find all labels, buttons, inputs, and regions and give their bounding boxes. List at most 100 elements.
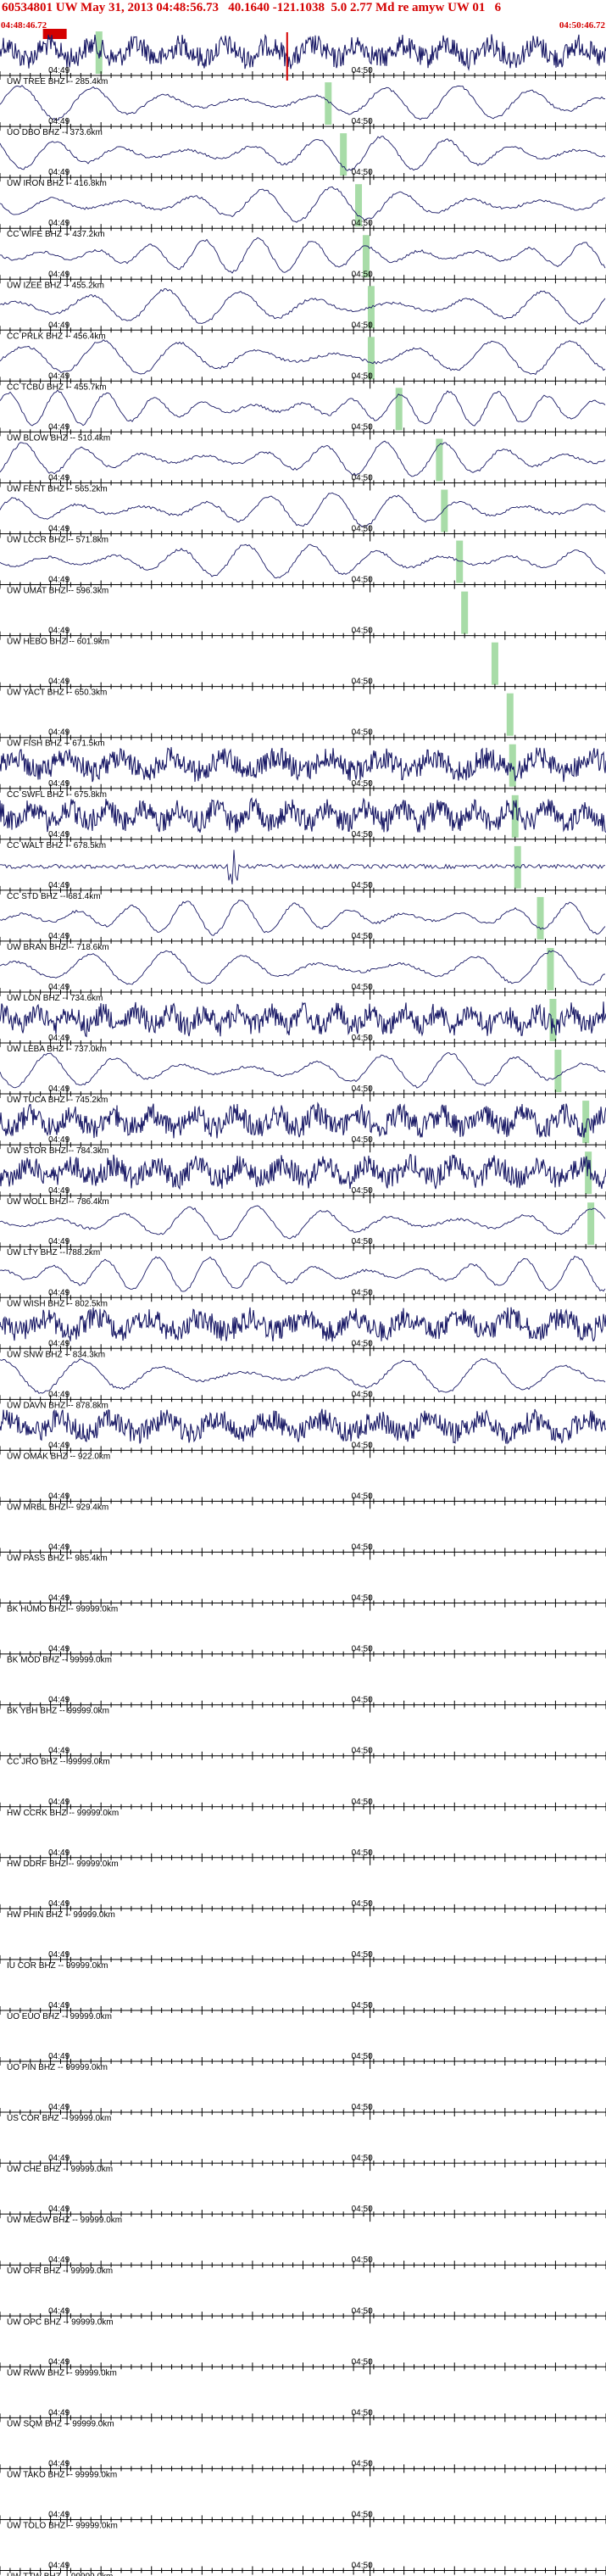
seismic-trace: [0, 339, 606, 376]
seismic-trace: [0, 950, 606, 986]
minute-label: 04:50: [352, 1339, 373, 1348]
minute-label: 04:50: [352, 1950, 373, 1960]
station-label: UW UMAT BHZ -- 596.3km: [7, 587, 108, 596]
seismic-trace: [0, 389, 606, 427]
minute-label: 04:50: [352, 1798, 373, 1807]
minute-label: 04:49: [48, 525, 69, 534]
pick-band: [340, 133, 347, 176]
minute-label: 04:49: [48, 1594, 69, 1603]
station-label: BK HUMO BHZ -- 99999.0km: [7, 1605, 118, 1614]
minute-label: 04:49: [48, 1186, 69, 1196]
minute-label: 04:50: [352, 677, 373, 687]
station-label: HW PHIN BHZ -- 99999.0km: [7, 1910, 115, 1920]
station-label: UW IRON BHZ -- 416.8km: [7, 179, 107, 188]
minute-label: 04:49: [48, 576, 69, 585]
station-label: UW TOLO BHZ -- 99999.0km: [7, 2521, 118, 2530]
station-label: UW LCCR BHZ -- 571.8km: [7, 536, 108, 545]
minute-label: 04:50: [352, 2510, 373, 2519]
minute-label: 04:49: [48, 677, 69, 687]
minute-label: 04:49: [48, 2001, 69, 2010]
minute-label: 04:49: [48, 2306, 69, 2316]
station-label: CC JRO BHZ -- 99999.0km: [7, 1758, 110, 1767]
station-label: UW TREE BHZ -- 285.4km: [7, 77, 108, 86]
minute-label: 04:50: [352, 117, 373, 126]
station-label: UW WISH BHZ -- 802.5km: [7, 1299, 108, 1308]
minute-label: 04:49: [48, 219, 69, 228]
station-label: UW SQM BHZ -- 99999.0km: [7, 2419, 114, 2428]
minute-label: 04:49: [48, 2103, 69, 2112]
event-origin-marker: [42, 29, 67, 39]
minute-label: 04:49: [48, 321, 69, 330]
pick-band: [511, 795, 519, 838]
minute-label: 04:49: [48, 371, 69, 381]
station-label: UW BLOW BHZ -- 510.4km: [7, 433, 110, 443]
seismic-trace: [0, 544, 606, 579]
station-label: UW CHE BHZ -- 99999.0km: [7, 2165, 113, 2174]
station-label: UW FENT BHZ -- 565.2km: [7, 484, 108, 493]
minute-label: 04:50: [352, 2205, 373, 2214]
minute-label: 04:49: [48, 983, 69, 992]
minute-label: 04:49: [48, 2357, 69, 2367]
minute-label: 04:50: [352, 2052, 373, 2061]
station-label: CC TCBU BHZ -- 455.7km: [7, 382, 107, 392]
seismic-trace: [0, 1101, 606, 1139]
minute-label: 04:50: [352, 525, 373, 534]
minute-label: 04:50: [352, 1237, 373, 1246]
minute-label: 04:50: [352, 2001, 373, 2010]
minute-label: 04:50: [352, 1747, 373, 1756]
minute-label: 04:50: [352, 1848, 373, 1858]
pick-band: [587, 1202, 595, 1246]
pick-band: [461, 591, 469, 634]
station-label: CC WIFE BHZ -- 437.2km: [7, 230, 105, 239]
seismic-trace: [0, 237, 606, 274]
minute-label: 04:49: [48, 2562, 69, 2571]
minute-label: 04:50: [352, 1135, 373, 1145]
minute-label: 04:50: [352, 422, 373, 432]
minute-label: 04:49: [48, 1645, 69, 1654]
station-label: UW LON BHZ -- 734.6km: [7, 994, 103, 1003]
pick-band: [367, 337, 375, 380]
station-label: UW LTY BHZ -- 788.2km: [7, 1248, 100, 1257]
station-label: CC WALT BHZ -- 678.5km: [7, 841, 106, 850]
minute-label: 04:49: [48, 2510, 69, 2519]
pick-band: [441, 489, 448, 532]
minute-label: 04:49: [48, 1084, 69, 1094]
station-label: UO EUO BHZ -- 99999.0km: [7, 2012, 112, 2021]
minute-label: 04:49: [48, 117, 69, 126]
minute-label: 04:49: [48, 1237, 69, 1246]
station-label: UW BRAN BHZ -- 718.6km: [7, 943, 109, 952]
seismic-trace: [0, 1052, 606, 1089]
minute-label: 04:49: [48, 1543, 69, 1553]
station-label: UW OPC BHZ -- 99999.0km: [7, 2317, 114, 2327]
minute-label: 04:50: [352, 881, 373, 890]
end-time-label: 04:50:46.72: [559, 20, 605, 31]
minute-label: 04:50: [352, 2562, 373, 2571]
station-label: UW OMAK BHZ -- 922.0km: [7, 1452, 110, 1461]
seismic-trace: [0, 85, 606, 121]
minute-label: 04:49: [48, 1135, 69, 1145]
station-label: UW DAVN BHZ -- 878.8km: [7, 1401, 108, 1410]
minute-label: 04:50: [352, 1696, 373, 1705]
minute-label: 04:49: [48, 168, 69, 177]
station-label: HW DDRF BHZ -- 99999.0km: [7, 1860, 119, 1869]
station-label: UW MEGW BHZ -- 99999.0km: [7, 2216, 122, 2225]
minute-label: 04:50: [352, 1645, 373, 1654]
minute-label: 04:49: [48, 2052, 69, 2061]
minute-label: 04:49: [48, 1899, 69, 1909]
minute-label: 04:50: [352, 1034, 373, 1043]
pick-band: [514, 845, 521, 889]
seismic-trace: [0, 850, 606, 884]
station-label: UW SNW BHZ -- 834.3km: [7, 1350, 105, 1359]
station-label: UW TTW BHZ -- 99999.0km: [7, 2573, 113, 2576]
station-label: HW CCRK BHZ -- 99999.0km: [7, 1809, 119, 1818]
seismic-trace: [0, 1358, 606, 1394]
minute-label: 04:50: [352, 2154, 373, 2163]
minute-label: 04:50: [352, 576, 373, 585]
station-label: UW HEBO BHZ -- 601.9km: [7, 638, 109, 647]
minute-label: 04:50: [352, 2255, 373, 2265]
station-label: UO DBO BHZ -- 373.6km: [7, 128, 103, 137]
pick-band: [506, 693, 514, 736]
minute-label: 04:50: [352, 779, 373, 789]
minute-label: 04:49: [48, 2205, 69, 2214]
